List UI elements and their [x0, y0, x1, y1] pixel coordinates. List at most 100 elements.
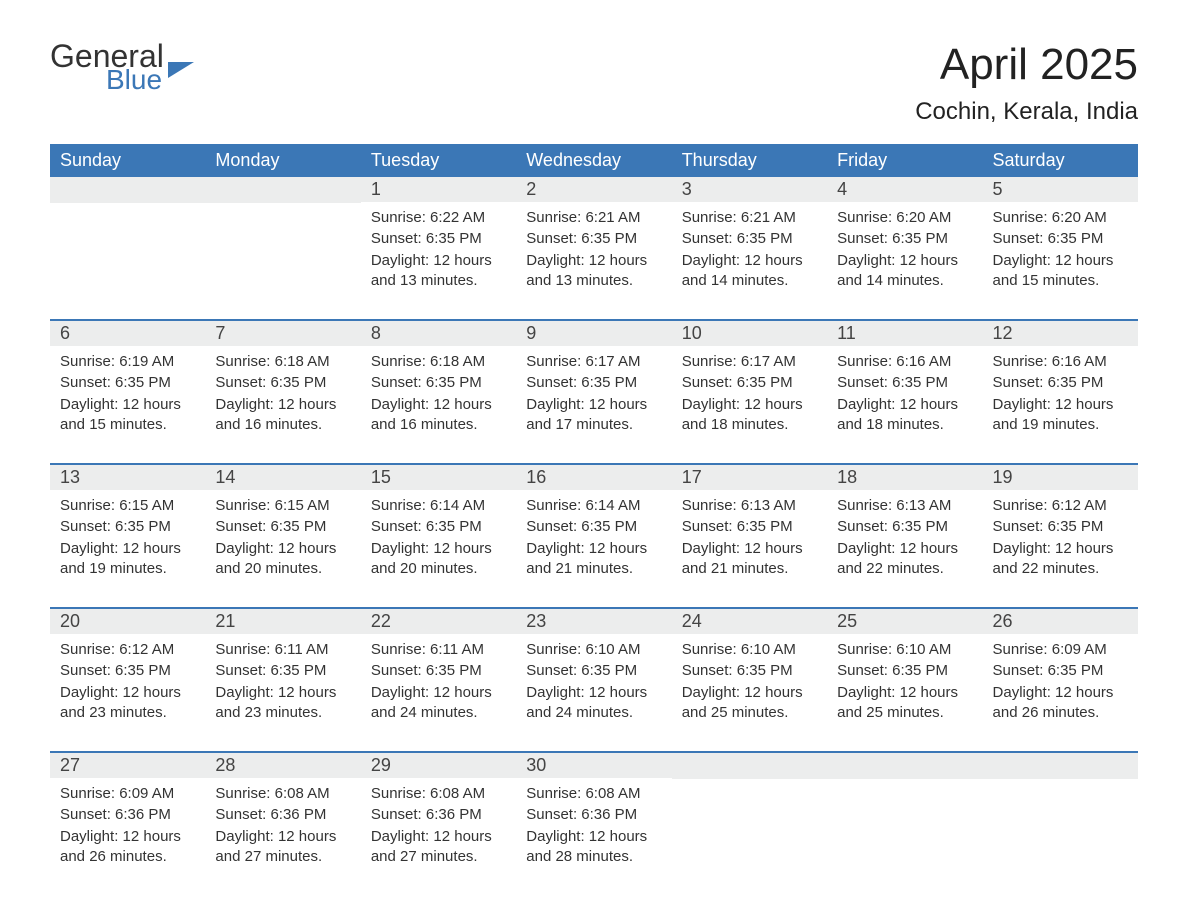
daylight-text: Daylight: 12 hours and 26 minutes.: [993, 683, 1128, 724]
sunrise-text: Sunrise: 6:16 AM: [993, 352, 1128, 372]
day-info: Sunrise: 6:14 AMSunset: 6:35 PMDaylight:…: [516, 490, 671, 590]
date-number: 28: [205, 753, 360, 778]
daylight-text: Daylight: 12 hours and 15 minutes.: [60, 395, 195, 436]
date-number: 9: [516, 321, 671, 346]
day-cell: [205, 177, 360, 305]
date-number: 6: [50, 321, 205, 346]
date-number: 3: [672, 177, 827, 202]
day-cell: 4Sunrise: 6:20 AMSunset: 6:35 PMDaylight…: [827, 177, 982, 305]
sunrise-text: Sunrise: 6:08 AM: [526, 784, 661, 804]
week-row: 27Sunrise: 6:09 AMSunset: 6:36 PMDayligh…: [50, 751, 1138, 881]
date-number: 12: [983, 321, 1138, 346]
day-cell: 8Sunrise: 6:18 AMSunset: 6:35 PMDaylight…: [361, 321, 516, 449]
location: Cochin, Kerala, India: [915, 98, 1138, 126]
sunrise-text: Sunrise: 6:16 AM: [837, 352, 972, 372]
week-row: 13Sunrise: 6:15 AMSunset: 6:35 PMDayligh…: [50, 463, 1138, 593]
day-header: Tuesday: [361, 144, 516, 177]
date-number: [205, 177, 360, 203]
sunset-text: Sunset: 6:35 PM: [215, 661, 350, 681]
day-info: Sunrise: 6:12 AMSunset: 6:35 PMDaylight:…: [983, 490, 1138, 590]
daylight-text: Daylight: 12 hours and 14 minutes.: [837, 251, 972, 292]
day-header: Saturday: [983, 144, 1138, 177]
day-cell: [827, 753, 982, 881]
day-info: Sunrise: 6:18 AMSunset: 6:35 PMDaylight:…: [205, 346, 360, 446]
calendar: Sunday Monday Tuesday Wednesday Thursday…: [50, 144, 1138, 881]
sunset-text: Sunset: 6:36 PM: [371, 805, 506, 825]
sunset-text: Sunset: 6:35 PM: [837, 373, 972, 393]
sunset-text: Sunset: 6:35 PM: [993, 517, 1128, 537]
date-number: [983, 753, 1138, 779]
day-cell: 27Sunrise: 6:09 AMSunset: 6:36 PMDayligh…: [50, 753, 205, 881]
day-cell: 2Sunrise: 6:21 AMSunset: 6:35 PMDaylight…: [516, 177, 671, 305]
day-header-row: Sunday Monday Tuesday Wednesday Thursday…: [50, 144, 1138, 177]
day-info: Sunrise: 6:13 AMSunset: 6:35 PMDaylight:…: [672, 490, 827, 590]
day-cell: 29Sunrise: 6:08 AMSunset: 6:36 PMDayligh…: [361, 753, 516, 881]
sunrise-text: Sunrise: 6:12 AM: [993, 496, 1128, 516]
day-info: Sunrise: 6:15 AMSunset: 6:35 PMDaylight:…: [205, 490, 360, 590]
sunset-text: Sunset: 6:35 PM: [371, 517, 506, 537]
daylight-text: Daylight: 12 hours and 18 minutes.: [837, 395, 972, 436]
day-cell: 24Sunrise: 6:10 AMSunset: 6:35 PMDayligh…: [672, 609, 827, 737]
day-info: Sunrise: 6:08 AMSunset: 6:36 PMDaylight:…: [205, 778, 360, 878]
daylight-text: Daylight: 12 hours and 25 minutes.: [837, 683, 972, 724]
sunset-text: Sunset: 6:35 PM: [526, 517, 661, 537]
date-number: [50, 177, 205, 203]
day-info: Sunrise: 6:09 AMSunset: 6:36 PMDaylight:…: [50, 778, 205, 878]
sunset-text: Sunset: 6:36 PM: [215, 805, 350, 825]
day-cell: 18Sunrise: 6:13 AMSunset: 6:35 PMDayligh…: [827, 465, 982, 593]
day-info: Sunrise: 6:21 AMSunset: 6:35 PMDaylight:…: [672, 202, 827, 302]
day-cell: 1Sunrise: 6:22 AMSunset: 6:35 PMDaylight…: [361, 177, 516, 305]
daylight-text: Daylight: 12 hours and 15 minutes.: [993, 251, 1128, 292]
date-number: 5: [983, 177, 1138, 202]
daylight-text: Daylight: 12 hours and 18 minutes.: [682, 395, 817, 436]
date-number: 13: [50, 465, 205, 490]
sunrise-text: Sunrise: 6:08 AM: [371, 784, 506, 804]
week-row: 20Sunrise: 6:12 AMSunset: 6:35 PMDayligh…: [50, 607, 1138, 737]
daylight-text: Daylight: 12 hours and 17 minutes.: [526, 395, 661, 436]
date-number: 21: [205, 609, 360, 634]
day-cell: 22Sunrise: 6:11 AMSunset: 6:35 PMDayligh…: [361, 609, 516, 737]
date-number: 22: [361, 609, 516, 634]
sunset-text: Sunset: 6:35 PM: [682, 661, 817, 681]
daylight-text: Daylight: 12 hours and 24 minutes.: [371, 683, 506, 724]
sunset-text: Sunset: 6:35 PM: [837, 517, 972, 537]
sunset-text: Sunset: 6:35 PM: [60, 517, 195, 537]
day-info: Sunrise: 6:18 AMSunset: 6:35 PMDaylight:…: [361, 346, 516, 446]
day-info: Sunrise: 6:17 AMSunset: 6:35 PMDaylight:…: [672, 346, 827, 446]
sunrise-text: Sunrise: 6:20 AM: [837, 208, 972, 228]
day-info: Sunrise: 6:20 AMSunset: 6:35 PMDaylight:…: [827, 202, 982, 302]
date-number: 24: [672, 609, 827, 634]
day-cell: 30Sunrise: 6:08 AMSunset: 6:36 PMDayligh…: [516, 753, 671, 881]
day-info: Sunrise: 6:15 AMSunset: 6:35 PMDaylight:…: [50, 490, 205, 590]
date-number: 11: [827, 321, 982, 346]
sunrise-text: Sunrise: 6:15 AM: [215, 496, 350, 516]
date-number: [827, 753, 982, 779]
title-block: April 2025 Cochin, Kerala, India: [915, 40, 1138, 126]
day-cell: 3Sunrise: 6:21 AMSunset: 6:35 PMDaylight…: [672, 177, 827, 305]
day-cell: 21Sunrise: 6:11 AMSunset: 6:35 PMDayligh…: [205, 609, 360, 737]
sunset-text: Sunset: 6:35 PM: [993, 661, 1128, 681]
day-header: Friday: [827, 144, 982, 177]
sunrise-text: Sunrise: 6:13 AM: [682, 496, 817, 516]
day-info: Sunrise: 6:10 AMSunset: 6:35 PMDaylight:…: [672, 634, 827, 734]
day-info: Sunrise: 6:13 AMSunset: 6:35 PMDaylight:…: [827, 490, 982, 590]
day-cell: 9Sunrise: 6:17 AMSunset: 6:35 PMDaylight…: [516, 321, 671, 449]
day-cell: 20Sunrise: 6:12 AMSunset: 6:35 PMDayligh…: [50, 609, 205, 737]
sunrise-text: Sunrise: 6:10 AM: [526, 640, 661, 660]
daylight-text: Daylight: 12 hours and 13 minutes.: [371, 251, 506, 292]
daylight-text: Daylight: 12 hours and 20 minutes.: [371, 539, 506, 580]
daylight-text: Daylight: 12 hours and 22 minutes.: [993, 539, 1128, 580]
day-info: Sunrise: 6:17 AMSunset: 6:35 PMDaylight:…: [516, 346, 671, 446]
sunset-text: Sunset: 6:35 PM: [682, 229, 817, 249]
sunrise-text: Sunrise: 6:09 AM: [993, 640, 1128, 660]
sunset-text: Sunset: 6:35 PM: [371, 373, 506, 393]
day-info: Sunrise: 6:10 AMSunset: 6:35 PMDaylight:…: [516, 634, 671, 734]
sunset-text: Sunset: 6:35 PM: [837, 229, 972, 249]
daylight-text: Daylight: 12 hours and 28 minutes.: [526, 827, 661, 868]
logo: General Blue: [50, 40, 194, 94]
day-header: Wednesday: [516, 144, 671, 177]
date-number: 29: [361, 753, 516, 778]
sunset-text: Sunset: 6:36 PM: [60, 805, 195, 825]
sunrise-text: Sunrise: 6:11 AM: [371, 640, 506, 660]
sunset-text: Sunset: 6:35 PM: [526, 661, 661, 681]
